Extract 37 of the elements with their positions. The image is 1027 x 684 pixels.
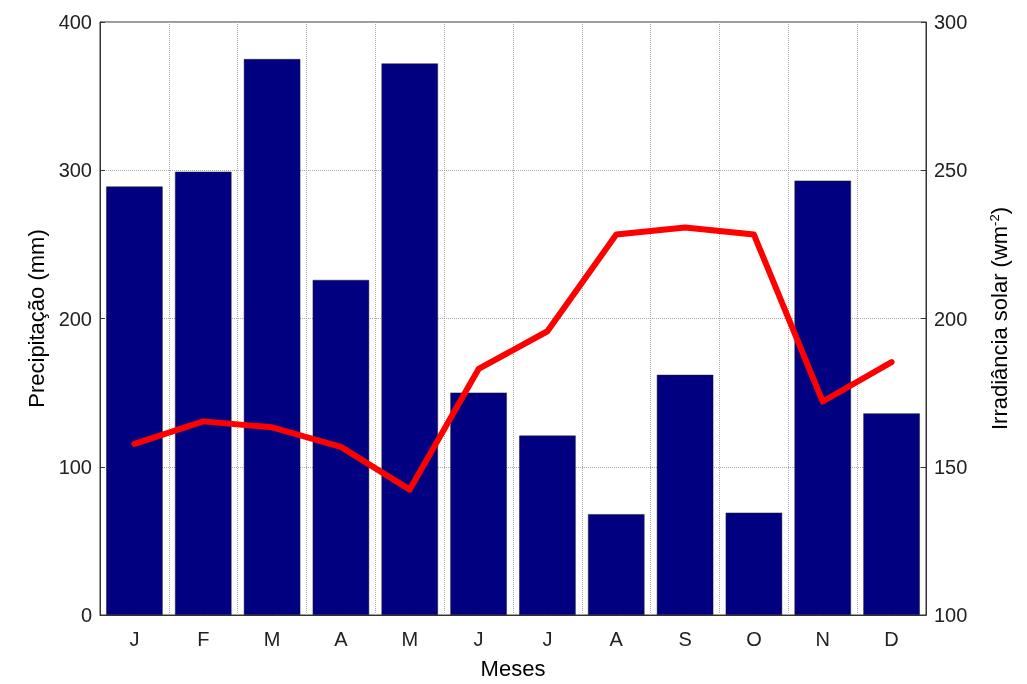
bar xyxy=(106,186,163,615)
y-tick-label: 300 xyxy=(58,159,92,182)
x-tick-label: A xyxy=(609,628,624,650)
y-tick-label: 200 xyxy=(58,307,92,330)
y-tick-label: 0 xyxy=(80,604,92,626)
y2-tick-label: 100 xyxy=(934,604,968,626)
y2-axis-title: Irradiância solar (wm-2) xyxy=(986,206,1012,431)
y-tick-label: 100 xyxy=(58,455,92,478)
bar xyxy=(312,279,370,615)
bar xyxy=(243,59,301,615)
x-tick-label: J xyxy=(129,628,140,650)
x-tick-label: S xyxy=(678,628,692,650)
x-tick-label: F xyxy=(197,628,210,650)
bar xyxy=(450,392,507,615)
x-tick-label: J xyxy=(542,628,553,650)
y2-tick-label: 200 xyxy=(934,307,968,330)
x-tick-label: M xyxy=(263,628,281,650)
bar xyxy=(588,514,645,615)
bar xyxy=(863,413,920,615)
bar xyxy=(794,180,851,615)
x-tick-label: D xyxy=(884,628,899,650)
y-tick-label: 400 xyxy=(58,11,92,33)
bar xyxy=(725,512,783,615)
y-axis-title: Precipitação (mm) xyxy=(24,229,50,408)
x-tick-label: O xyxy=(746,628,762,650)
y2-tick-label: 250 xyxy=(934,159,968,182)
bar xyxy=(656,374,714,615)
x-axis-title: Meses xyxy=(480,655,546,681)
bar xyxy=(381,63,438,615)
x-tick-label: A xyxy=(334,628,349,650)
y2-tick-label: 150 xyxy=(934,455,968,478)
bar xyxy=(175,171,232,615)
x-tick-label: N xyxy=(815,628,830,650)
bar xyxy=(519,435,576,615)
y2-tick-label: 300 xyxy=(934,11,968,33)
x-tick-label: J xyxy=(473,628,484,650)
x-tick-label: M xyxy=(401,628,419,650)
